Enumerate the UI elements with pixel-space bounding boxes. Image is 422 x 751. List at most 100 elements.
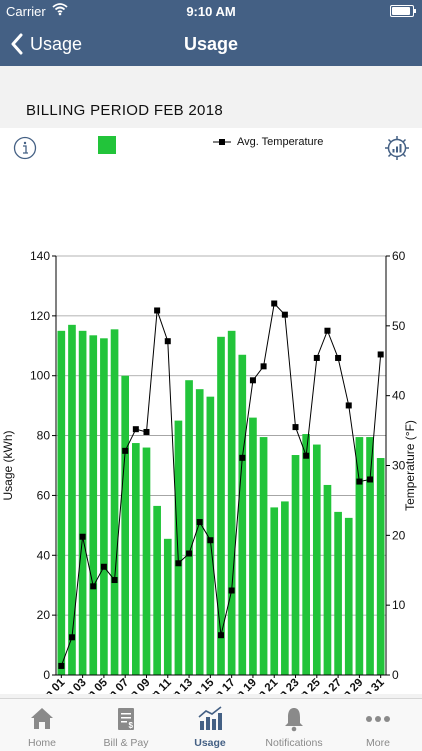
usage-bar [57,330,66,675]
tab-bill-pay[interactable]: $ Bill & Pay [84,699,168,751]
temperature-point [122,447,129,454]
chevron-left-icon [11,33,23,55]
temperature-point [207,537,214,544]
temperature-point [196,519,203,526]
temperature-point [292,424,299,431]
tab-bar: Home $ Bill & Pay Usage Notifications [0,698,422,751]
temperature-point [79,533,86,540]
usage-bar [121,375,130,675]
bill-icon: $ [118,708,134,730]
usage-bar [376,458,385,675]
bell-icon [285,708,303,732]
y-axis-title: Usage (kWh) [1,430,15,500]
usage-bar [302,434,310,675]
usage-content: BILLING PERIOD FEB 2018 0 20 40 60 80 100 120 1… [0,66,422,698]
tab-notifications[interactable]: Notifications [252,699,336,751]
y2-tick-label: 60 [392,249,406,263]
temperature-point [367,476,374,483]
usage-bar [174,420,183,675]
y-tick-label: 40 [37,548,51,562]
back-button[interactable]: Usage [10,22,82,66]
usage-bar [334,511,342,675]
y-tick-label: 20 [37,608,51,622]
y-tick-label: 140 [30,249,50,263]
y-tick-label: 0 [43,668,50,682]
tab-label: Usage [194,737,226,749]
tab-usage[interactable]: Usage [168,699,252,751]
temperature-point [281,311,288,318]
back-label: Usage [30,33,83,54]
usage-bar [270,507,279,675]
temperature-legend: Avg. Temperature [213,136,323,148]
usage-bar [68,324,76,675]
gear-chart-icon[interactable] [383,134,411,162]
temperature-point [228,587,235,594]
temperature-point [218,632,224,639]
usage-bar [89,335,98,675]
svg-text:$: $ [129,721,134,730]
temperature-point [377,351,384,358]
usage-bar [217,336,225,675]
temperature-point [100,563,107,570]
temperature-legend-marker [213,139,231,145]
usage-bar [366,437,374,675]
y2-axis-title: Temperature (°F) [403,420,417,511]
temperature-point [143,428,150,435]
wifi-icon [52,3,68,16]
status-time: 9:10 AM [186,4,236,19]
y-tick-label: 80 [37,429,51,443]
usage-bar [355,437,364,675]
temperature-point [58,662,65,669]
usage-bar [153,505,161,675]
usage-legend-swatch [98,136,116,154]
x-tick-label: Jan 01 [34,676,68,694]
usage-bar [238,354,247,675]
usage-bar [100,338,108,675]
y2-tick-label: 10 [392,598,406,612]
usage-bar [291,455,300,675]
tab-more[interactable]: More [336,699,420,751]
temperature-point [335,354,342,361]
temperature-point [356,478,363,485]
tab-home[interactable]: Home [0,699,84,751]
usage-bar [281,501,289,675]
temperature-legend-label: Avg. Temperature [237,136,324,148]
temperature-point [132,426,139,433]
usage-chart-icon [198,706,222,730]
status-bar: Carrier 9:10 AM [0,0,422,22]
y-tick-label: 120 [30,309,50,323]
temperature-point [271,300,278,307]
tab-label: More [366,737,390,749]
billing-period-title: BILLING PERIOD FEB 2018 [26,102,223,119]
y2-tick-label: 30 [392,459,406,473]
usage-bar [163,538,172,675]
usage-bar [227,330,236,675]
info-icon[interactable] [13,136,37,160]
y2-tick-label: 0 [392,668,399,682]
usage-bar [78,330,87,675]
temperature-point [249,377,256,384]
home-icon [31,708,53,729]
temperature-point [345,402,352,409]
more-dots-icon [366,716,390,722]
temperature-point [68,634,75,641]
temperature-point [186,550,193,557]
usage-bar [142,447,151,675]
tab-label: Bill & Pay [103,737,149,749]
temperature-point [303,452,310,459]
usage-bar [185,380,193,675]
usage-bar [132,443,140,675]
tab-label: Notifications [265,737,323,749]
usage-bar [206,396,215,675]
usage-bar [259,437,268,675]
y2-tick-label: 40 [392,389,406,403]
usage-bar [344,517,353,675]
carrier-label: Carrier [6,4,46,19]
navigation-bar: Usage Usage [0,22,422,66]
temperature-point [260,363,267,370]
temperature-point [239,454,246,461]
temperature-point [111,577,118,584]
chart-panel: 0 20 40 60 80 100 120 140 0 10 20 30 40 50 60 Jan 01 Jan… [0,128,422,694]
y-tick-label: 60 [37,488,51,502]
